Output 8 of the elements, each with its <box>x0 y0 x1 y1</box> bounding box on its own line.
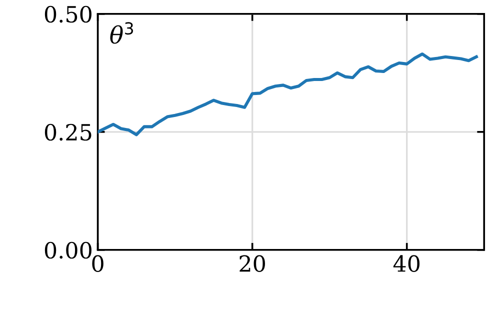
annotation: θ$^{3}$ <box>110 22 134 44</box>
y-tick-label: 0.50 <box>44 6 92 23</box>
y-tick-label: 0.25 <box>44 124 92 141</box>
x-tick-label: 0 <box>92 255 104 272</box>
x-tick-label: 40 <box>393 255 420 272</box>
line-series <box>98 52 478 136</box>
y-tick-label: 0.00 <box>44 242 92 259</box>
x-tick-label: 20 <box>240 255 265 272</box>
